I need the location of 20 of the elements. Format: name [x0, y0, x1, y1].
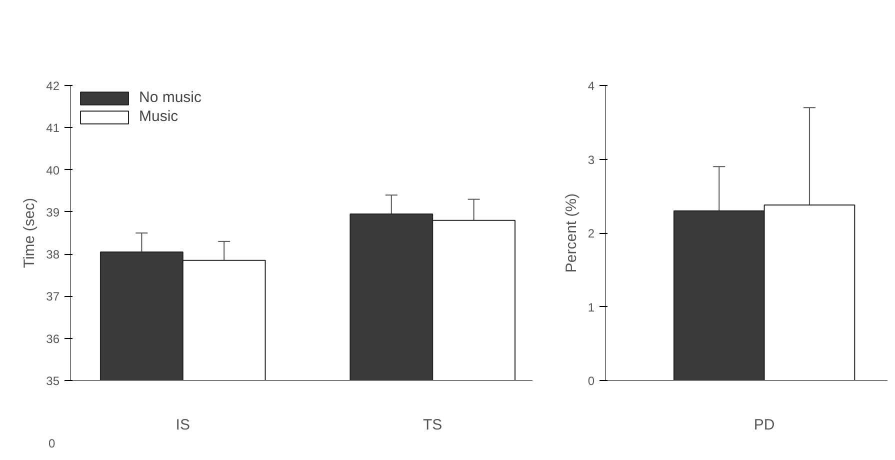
y-tick-label: 39	[46, 205, 60, 220]
y-tick-label: 41	[46, 121, 60, 136]
y-axis-title: Percent (%)	[562, 193, 580, 273]
x-tick-label: IS	[176, 416, 190, 434]
x-tick-label: PD	[754, 416, 775, 434]
y-tick-label: 36	[46, 332, 60, 346]
y-tick-label: 0	[588, 374, 595, 388]
y-tick-label: 4	[588, 79, 595, 93]
y-tick-label: 3	[588, 152, 595, 167]
y-tick-label: 35	[46, 374, 60, 388]
y-axis-title: Time (sec)	[21, 198, 38, 268]
y-tick-label: 37	[46, 290, 60, 304]
legend-label: No music	[139, 89, 202, 106]
x-tick-label: TS	[423, 416, 442, 434]
y-tick-label: 38	[46, 248, 60, 262]
y-tick-label: 42	[46, 79, 60, 93]
y-tick-label: 1	[588, 300, 595, 314]
legend-label: Music	[139, 108, 178, 125]
y-tick-label: 2	[588, 226, 595, 240]
y-tick-label: 40	[46, 163, 60, 178]
